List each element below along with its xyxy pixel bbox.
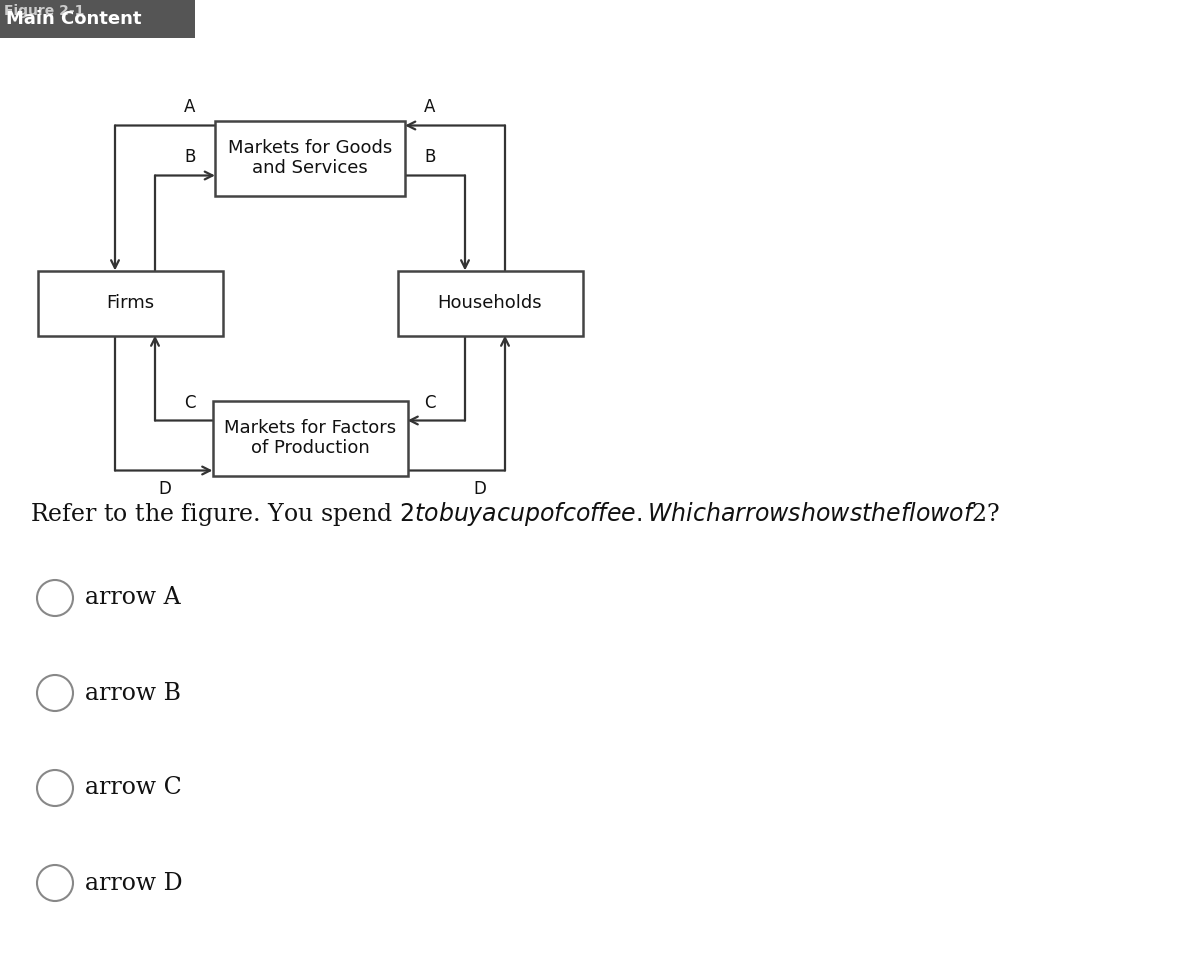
Text: A: A [424, 99, 436, 116]
Text: B: B [424, 148, 436, 166]
Text: arrow A: arrow A [85, 587, 181, 610]
Text: Households: Households [438, 294, 542, 312]
Text: Markets for Factors
of Production: Markets for Factors of Production [224, 418, 397, 458]
Text: Firms: Firms [105, 294, 154, 312]
Text: arrow B: arrow B [85, 681, 181, 705]
Text: Refer to the figure. You spend $2 to buy a cup of coffee. Which arrow shows the : Refer to the figure. You spend $2 to buy… [30, 500, 1000, 528]
Text: D: D [159, 479, 172, 498]
Text: A: A [185, 99, 195, 116]
Text: Markets for Goods
and Services: Markets for Goods and Services [227, 138, 392, 177]
Bar [0, 0, 195, 38]
FancyBboxPatch shape [212, 401, 407, 475]
Text: Figure 2-1: Figure 2-1 [4, 4, 84, 18]
FancyBboxPatch shape [398, 270, 583, 336]
Text: C: C [424, 394, 436, 411]
FancyBboxPatch shape [215, 120, 405, 196]
Text: C: C [185, 394, 195, 411]
Text: B: B [185, 148, 195, 166]
FancyBboxPatch shape [38, 270, 223, 336]
Text: arrow C: arrow C [85, 776, 182, 800]
Text: Main Content: Main Content [6, 10, 142, 28]
Text: D: D [474, 479, 487, 498]
Text: arrow D: arrow D [85, 871, 182, 894]
